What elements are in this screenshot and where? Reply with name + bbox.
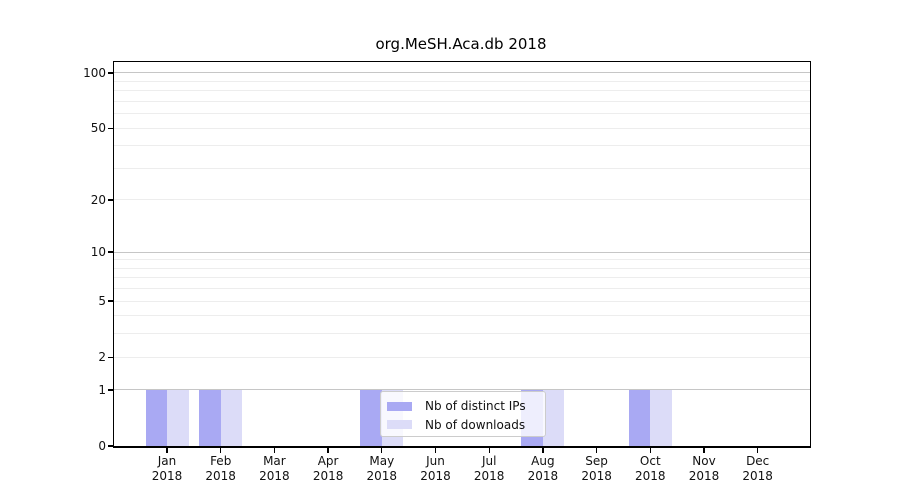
gridline-minor [114,288,810,290]
y-axis-tick [107,199,113,201]
gridline-minor [114,267,810,269]
y-axis-tick-label: 50 [90,121,106,136]
plot-area: 0 1 2 5 10 20 50 100 Jan 2018 Feb 2018 Mar 2018 Apr 201… [83,61,811,483]
y-axis-tick [107,300,113,302]
y-axis-tick-label: 2 [98,350,106,365]
bar-distinct-ips [199,389,221,446]
x-axis-tick [381,448,383,453]
x-axis-tick-label: Feb 2018 [205,454,236,483]
y-axis-tick [107,251,113,253]
gridline-minor [114,127,810,129]
y-axis-tick-label: 1 [98,382,106,397]
legend-row-distinct-ips: Nb of distinct IPs [387,397,537,416]
x-axis-tick-label: Aug 2018 [527,454,559,483]
bar-distinct-ips [360,389,382,446]
y-axis-tick [107,72,113,74]
x-axis-tick-label: Nov 2018 [688,454,720,483]
x-axis-tick-label: May 2018 [366,454,398,483]
x-axis-tick [434,448,437,453]
gridline-minor [114,167,810,169]
gridline-minor [114,80,810,82]
y-axis-tick [107,127,113,129]
gridline-minor [114,90,810,92]
gridline-major [114,251,810,253]
legend-swatch-distinct-ips [387,401,412,411]
x-axis-tick [595,448,598,453]
y-axis-tick-label: 10 [90,245,106,260]
y-axis-tick [107,356,113,358]
y-axis-tick-label: 20 [90,192,106,207]
x-axis-tick [166,448,168,453]
gridline-minor [114,300,810,302]
gridline-major [114,389,810,391]
x-axis-tick-label: Oct 2018 [635,454,666,483]
legend-row-downloads: Nb of downloads [387,416,537,435]
x-axis-tick [273,448,276,453]
bar-downloads [542,389,565,446]
x-axis-tick-label: Dec 2018 [742,454,773,483]
x-axis-tick [703,448,705,453]
gridline-minor [114,356,810,358]
bar-downloads [220,389,243,446]
legend-label-distinct-ips: Nb of distinct IPs [425,399,526,414]
gridline-minor [114,113,810,115]
x-axis-tick [757,448,759,453]
chart-title: org.MeSH.Aca.db 2018 [375,35,547,53]
gridline-minor [114,145,810,147]
x-axis-tick [542,448,544,453]
x-axis-tick [488,448,490,453]
x-axis-tick-label: Apr 2018 [312,454,344,483]
x-axis-tick-label: Jan 2018 [151,454,183,483]
gridline-major [114,72,810,74]
gridline-minor [114,277,810,279]
y-axis-tick-label: 0 [98,439,106,453]
x-axis-tick [220,448,222,453]
gridline-minor [114,100,810,102]
x-axis-tick-label: Jun 2018 [420,454,451,483]
bar-downloads [167,389,189,446]
x-axis-tick [327,448,329,453]
bar-distinct-ips [628,389,651,446]
bar-downloads [650,389,672,446]
gridline-minor [114,259,810,261]
x-axis-tick-label: Mar 2018 [259,454,290,483]
bar-distinct-ips [145,389,167,446]
x-axis-tick [649,448,651,453]
gridline-minor [114,315,810,317]
y-axis-tick-label: 5 [98,294,106,309]
legend: Nb of distinct IPs Nb of downloads [380,391,546,437]
x-axis-tick-label: Jul 2018 [473,454,505,483]
legend-label-downloads: Nb of downloads [425,417,526,432]
legend-swatch-downloads [387,420,412,430]
gridline-minor [114,333,810,335]
y-axis-tick [107,389,113,391]
gridline-minor [114,199,810,201]
y-axis-tick [107,445,113,447]
x-axis-tick-label: Sep 2018 [581,454,612,483]
y-axis-tick-label: 100 [83,66,106,80]
